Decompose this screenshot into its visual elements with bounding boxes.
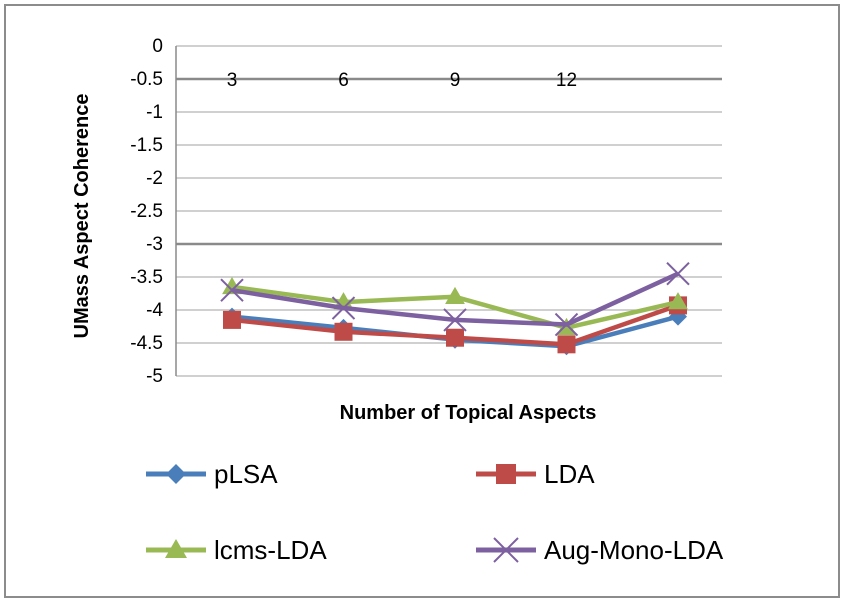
legend-label: Aug-Mono-LDA (544, 535, 724, 565)
y-axis-title: UMass Aspect Coherence (71, 94, 93, 339)
data-point-aug-mono-lda (331, 296, 356, 320)
x-marker-stroke (554, 312, 579, 337)
x-axis-title: Number of Topical Aspects (340, 402, 597, 424)
y-tick-labels: 0 -0.5 -1 -1.5 -2 -2.5 -3 -3.5 -4 -4.5 -5 (130, 36, 163, 387)
data-point-lda (557, 335, 576, 354)
x-marker-stroke (443, 308, 467, 332)
line-chart: UMass Aspect Coherence Number of Topical… (71, 36, 724, 565)
data-point-aug-mono-lda (220, 278, 244, 302)
y-tick-label: -2.5 (130, 201, 163, 222)
legend-item-plsa: pLSA (146, 459, 278, 489)
y-tick-label: -5 (146, 366, 163, 387)
series-group (220, 261, 690, 356)
x-marker-stroke (666, 261, 690, 286)
data-point-aug-mono-lda (443, 308, 467, 332)
y-tick-label: -3 (146, 234, 163, 255)
legend-label: LDA (544, 459, 595, 489)
series-lda (223, 296, 687, 354)
legend-swatch-marker (496, 464, 516, 484)
x-marker-stroke (220, 278, 244, 302)
y-tick-label: -3.5 (130, 267, 163, 288)
y-tick-label: -4.5 (130, 333, 163, 354)
legend-swatch-marker (493, 537, 519, 563)
chart-frame: UMass Aspect Coherence Number of Topical… (4, 4, 840, 598)
series-aug-mono-lda (220, 261, 690, 337)
y-tick-label: -0.5 (130, 69, 163, 90)
legend-item-lda: LDA (476, 459, 595, 489)
x-tick-label: 12 (556, 70, 577, 91)
y-tick-label: -2 (146, 168, 163, 189)
data-point-lda (334, 322, 353, 341)
y-tick-label: -1 (146, 102, 163, 123)
legend: pLSA LDA lcms-LDA Aug-Mono-LDA (146, 459, 724, 565)
gridlines (175, 45, 722, 377)
y-tick-label: 0 (152, 36, 163, 57)
x-tick-labels: 3 6 9 12 (227, 70, 577, 91)
x-marker-stroke (331, 296, 356, 320)
legend-label: lcms-LDA (214, 535, 327, 565)
legend-item-lcms-lda: lcms-LDA (146, 535, 327, 565)
legend-label: pLSA (214, 459, 278, 489)
data-point-lda (446, 328, 464, 347)
x-tick-label: 3 (227, 70, 238, 91)
data-point-lcms-lda (668, 292, 688, 310)
x-tick-label: 6 (338, 70, 349, 91)
legend-item-aug-mono-lda: Aug-Mono-LDA (476, 535, 724, 565)
x-marker-stroke (493, 537, 519, 563)
data-point-aug-mono-lda (666, 261, 690, 286)
data-point-aug-mono-lda (554, 312, 579, 337)
x-tick-label: 9 (450, 70, 461, 91)
y-tick-label: -4 (146, 300, 163, 321)
data-point-lda (223, 310, 241, 329)
data-point-lcms-lda (445, 286, 465, 304)
legend-swatch-marker (166, 464, 186, 484)
legend-swatch-marker (165, 539, 187, 558)
y-tick-label: -1.5 (130, 135, 163, 156)
